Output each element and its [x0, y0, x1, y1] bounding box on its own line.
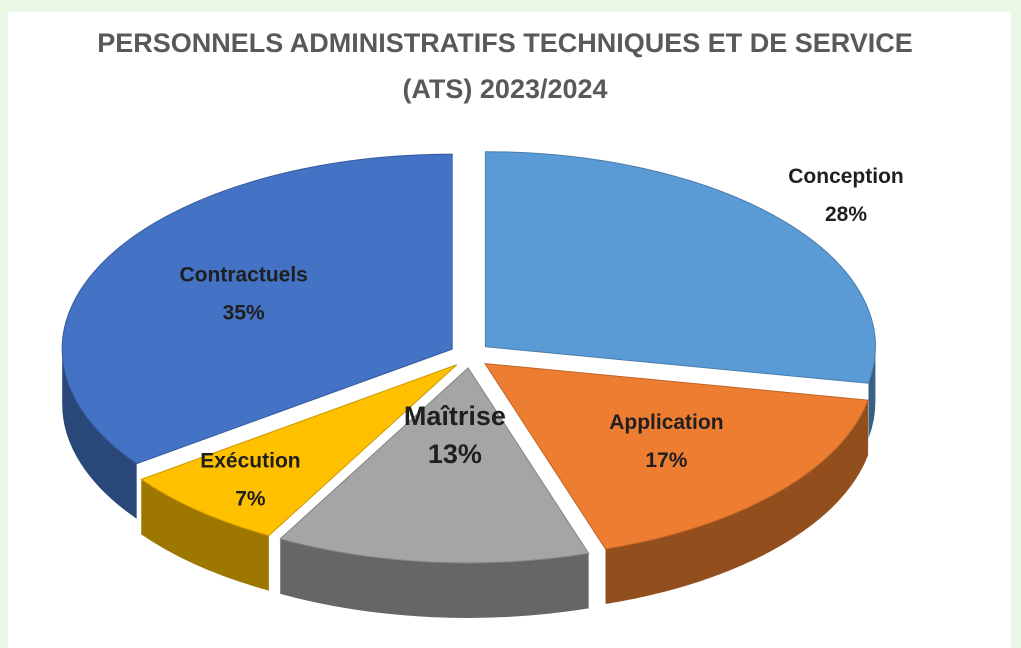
slice-side [868, 346, 876, 439]
slice [484, 363, 869, 550]
slice-value-label: 35% [223, 302, 265, 325]
slice-value-label: 17% [645, 449, 687, 472]
labels: Conception 28% Application 17% Maîtrise 13% Ex… [180, 165, 904, 510]
slice-label: Application [609, 411, 723, 434]
slice-value-label: 7% [235, 487, 266, 510]
slice [484, 151, 876, 384]
slice [140, 364, 458, 537]
chart-title: PERSONNELS ADMINISTRATIFS TECHNIQUES ET … [97, 28, 913, 104]
slice-value-label: 13% [428, 439, 482, 469]
slice-value-label: 28% [825, 203, 867, 226]
slice-label: Conception [788, 165, 904, 188]
slice-side [141, 479, 269, 591]
slice-label: Exécution [200, 449, 300, 472]
slice-side [605, 400, 869, 605]
tops [61, 151, 876, 564]
slice [279, 367, 590, 564]
slice [61, 153, 453, 465]
slice-label: Maîtrise [404, 401, 506, 431]
slice-label: Contractuels [180, 264, 308, 287]
slice-side [62, 349, 137, 519]
sides [62, 346, 876, 618]
slice-side [280, 538, 589, 618]
